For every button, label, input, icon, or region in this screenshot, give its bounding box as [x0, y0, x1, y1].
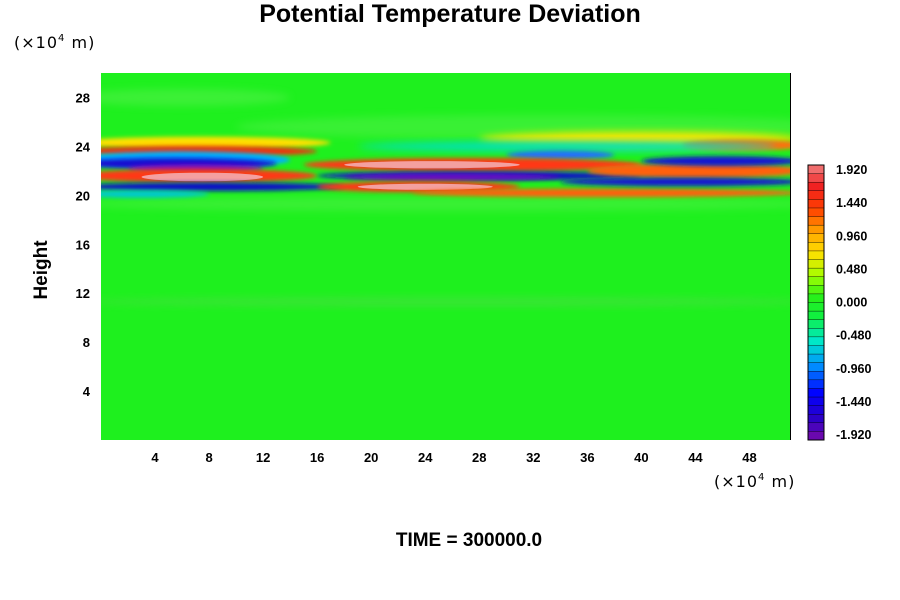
- field-band: [101, 196, 790, 212]
- field-band: [101, 182, 345, 192]
- colorbar-swatch: [807, 302, 825, 312]
- colorbar-swatch: [807, 371, 825, 381]
- x-tick-label: 48: [742, 450, 756, 465]
- x-tick-label: 44: [688, 450, 703, 465]
- colorbar-label: -0.480: [836, 329, 871, 343]
- field-band: [101, 136, 331, 149]
- colorbar-frame: [807, 164, 825, 441]
- x-tick-label: 16: [310, 450, 324, 465]
- colorbar-label: -0.960: [836, 362, 871, 376]
- y-tick-label: 24: [76, 139, 91, 154]
- x-unit-prefix: (×10: [714, 472, 759, 491]
- colorbar-swatch: [807, 190, 825, 200]
- x-tick-label: 20: [364, 450, 378, 465]
- x-tick-label: 8: [205, 450, 212, 465]
- field-band: [101, 190, 210, 198]
- colorbar-swatch: [807, 396, 825, 407]
- colorbar-label: 0.960: [836, 229, 867, 243]
- colorbar-swatch: [807, 216, 825, 226]
- field-band: [506, 150, 615, 160]
- colorbar-swatch: [807, 224, 825, 235]
- x-unit-exponent: 4: [758, 472, 766, 483]
- colorbar-swatch: [807, 405, 825, 415]
- field-band: [101, 296, 790, 307]
- x-tick-label: 32: [526, 450, 540, 465]
- colorbar-swatch: [807, 328, 825, 338]
- y-unit-prefix: (×10: [14, 33, 59, 52]
- colorbar-swatch: [807, 379, 825, 389]
- x-tick-label: 36: [580, 450, 594, 465]
- field-band: [101, 88, 291, 107]
- colorbar-swatch: [807, 233, 825, 243]
- colorbar-label: 1.920: [836, 163, 867, 177]
- field-band: [560, 177, 790, 187]
- colorbar-label: 0.480: [836, 262, 867, 276]
- colorbar-swatch: [807, 388, 825, 398]
- colorbar-swatch: [807, 422, 825, 432]
- colorbar-swatch: [807, 259, 825, 269]
- colorbar-swatch: [807, 173, 825, 183]
- colorbar-swatch: [807, 267, 825, 278]
- x-tick-labels: 4 8 12 16 20 24 28 32 36 40 44 48: [151, 450, 756, 465]
- x-tick-label: 4: [151, 450, 159, 465]
- x-axis-unit: (×104 m): [714, 472, 795, 491]
- colorbar-label: -1.440: [836, 395, 871, 409]
- y-tick-labels: 4 8 12 16 20 24 28: [76, 90, 91, 399]
- field-band: [141, 172, 264, 182]
- colorbar-label: 1.440: [836, 196, 867, 210]
- time-label: TIME = 300000.0: [395, 530, 543, 551]
- colorbar-swatch: [807, 336, 825, 346]
- x-tick-label: 28: [472, 450, 486, 465]
- colorbar-swatch: [807, 207, 825, 218]
- y-tick-label: 8: [83, 335, 90, 350]
- y-tick-label: 28: [76, 90, 90, 105]
- chart-title: Potential Temperature Deviation: [259, 0, 641, 28]
- y-unit-exponent: 4: [58, 33, 66, 44]
- colorbar-swatch: [807, 199, 825, 209]
- field-band: [587, 163, 790, 179]
- colorbar-swatch: [807, 181, 825, 192]
- colorbar-swatch: [807, 414, 825, 424]
- colorbar-swatch: [807, 431, 825, 441]
- colorbar-swatch: [807, 319, 825, 329]
- x-tick-label: 40: [634, 450, 648, 465]
- y-tick-label: 20: [76, 188, 90, 203]
- colorbar-swatch: [807, 310, 825, 321]
- field-band: [344, 161, 520, 169]
- y-tick-label: 4: [83, 384, 91, 399]
- field-band: [357, 183, 493, 190]
- deviation-field: [101, 88, 790, 307]
- y-tick-label: 16: [76, 237, 90, 252]
- colorbar-swatch: [807, 276, 825, 286]
- colorbar-label: -1.920: [836, 428, 871, 442]
- y-tick-label: 12: [76, 286, 90, 301]
- y-unit-suffix: m): [65, 33, 96, 52]
- field-band: [641, 156, 790, 166]
- colorbar-swatch: [807, 285, 825, 295]
- colorbar-swatch: [807, 362, 825, 372]
- colorbar-swatch: [807, 353, 825, 364]
- colorbar-label: 0.000: [836, 296, 867, 310]
- field-band: [344, 173, 561, 181]
- x-unit-suffix: m): [765, 472, 796, 491]
- field-band: [357, 141, 777, 152]
- colorbar: 1.920 1.440 0.960 0.480 0.000 -0.480 -0.960 -1.…: [807, 163, 871, 442]
- field-band: [411, 188, 790, 198]
- x-tick-label: 24: [418, 450, 433, 465]
- colorbar-swatch: [807, 242, 825, 252]
- colorbar-swatch: [807, 164, 825, 175]
- colorbar-swatch: [807, 250, 825, 261]
- colorbar-swatch: [807, 293, 825, 304]
- colorbar-swatch: [807, 345, 825, 355]
- y-axis-unit: (×104 m): [14, 33, 95, 52]
- x-tick-label: 12: [256, 450, 270, 465]
